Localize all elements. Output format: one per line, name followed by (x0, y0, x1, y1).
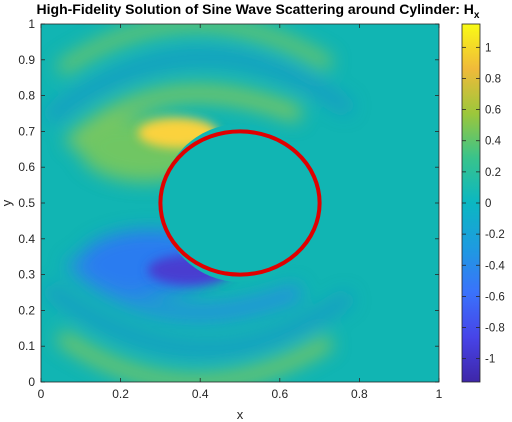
y-tick-label: 0.9 (18, 53, 35, 67)
y-tick-label: 0.8 (18, 89, 35, 103)
chart-title: High-Fidelity Solution of Sine Wave Scat… (37, 1, 480, 21)
y-tick-label: 0.2 (18, 303, 35, 317)
y-tick-label: 0 (28, 375, 35, 389)
x-tick-label: 0.4 (192, 387, 209, 401)
colorbar-tick-label: -0.8 (485, 323, 505, 335)
y-tick-label: 1 (28, 17, 35, 31)
x-tick-label: 0.2 (112, 387, 129, 401)
y-tick-label: 0.7 (18, 124, 35, 138)
colorbar-tick-label: 0.6 (485, 105, 501, 117)
colorbar-tick-label: 0.8 (485, 73, 501, 85)
colorbar-ticks: 1 0.8 0.6 0.4 0.2 0 -0.2 -0.4 -0.6 -0.8 -1 (462, 42, 505, 366)
colorbar-tick-label: -0.4 (485, 260, 505, 272)
y-tick-label: 0.5 (18, 196, 35, 210)
x-axis-label: x (237, 407, 244, 422)
colorbar-tick-label: -0.6 (485, 291, 505, 303)
colorbar-tick-label: 0.4 (485, 136, 502, 148)
x-tick-label: 0.8 (351, 387, 368, 401)
x-axis: 0 0.2 0.4 0.6 0.8 1 (38, 24, 443, 401)
y-axis-label: y (0, 199, 14, 206)
colorbar-tick-label: 0.2 (485, 167, 501, 179)
y-tick-label: 0.1 (18, 339, 35, 353)
y-tick-label: 0.6 (18, 160, 35, 174)
colorbar-tick-label: -0.2 (485, 229, 505, 241)
y-axis: 0 0.1 0.2 0.3 0.4 0.5 0.6 0.7 0.8 0.9 1 (18, 17, 439, 389)
x-tick-label: 0.6 (271, 387, 288, 401)
y-tick-label: 0.3 (18, 268, 35, 282)
colorbar-tick-label: -1 (485, 354, 495, 366)
colorbar-tick-label: 1 (485, 42, 491, 54)
x-tick-label: 1 (436, 387, 443, 401)
colorbar-tick-label: 0 (485, 198, 491, 210)
heatmap-field (41, 24, 439, 382)
cylinder-outline (158, 129, 322, 277)
x-tick-label: 0 (38, 387, 45, 401)
y-tick-label: 0.4 (18, 232, 35, 246)
